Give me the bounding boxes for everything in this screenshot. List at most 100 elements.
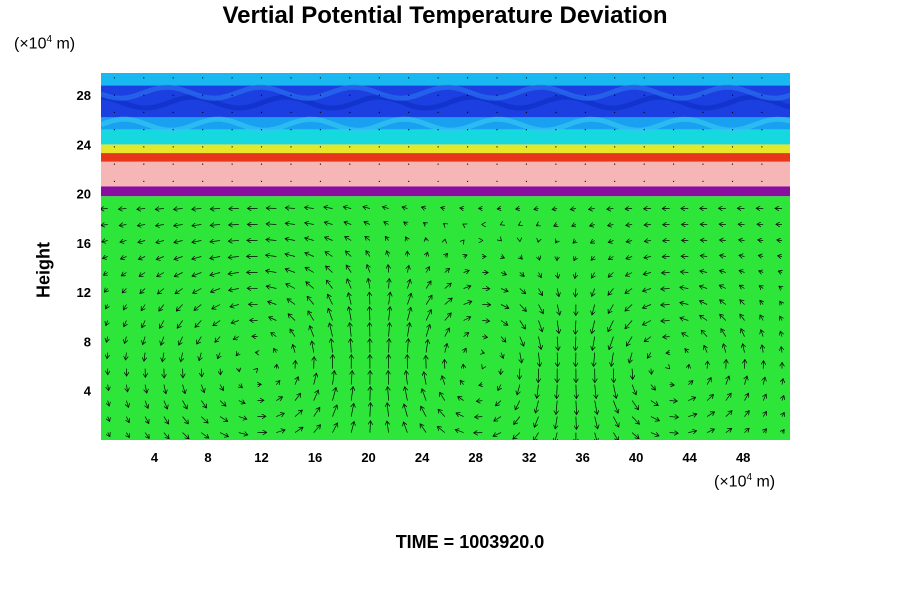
velocity-vector-503: [720, 300, 727, 305]
velocity-vector-447: [644, 241, 651, 242]
vector-dot-690: [673, 146, 675, 148]
velocity-vector-460: [662, 273, 670, 274]
velocity-vector-91: [219, 416, 228, 422]
velocity-vector-111: [233, 337, 239, 340]
velocity-vector-432: [626, 241, 633, 243]
x-tick-label: 36: [575, 450, 589, 465]
velocity-vector-398: [592, 304, 595, 316]
time-label: TIME = 1003920.0: [395, 532, 545, 552]
velocity-vector-59: [155, 209, 164, 210]
vector-dot-626: [408, 163, 410, 165]
velocity-vector-307: [482, 321, 489, 322]
heatmap-layer-0: [101, 196, 790, 440]
velocity-vector-501: [721, 329, 727, 337]
velocity-vector-118: [229, 225, 239, 226]
velocity-vector-400: [591, 272, 594, 279]
vector-dot-582: [202, 77, 204, 79]
vector-dot-596: [260, 77, 263, 79]
vector-dot-610: [319, 77, 321, 79]
velocity-vector-505: [719, 271, 726, 273]
velocity-vector-157: [288, 314, 296, 321]
wave-band-0: [101, 116, 790, 133]
velocity-vector-294: [463, 286, 471, 289]
vector-dot-597: [290, 180, 292, 182]
velocity-vector-415: [608, 272, 614, 278]
velocity-vector-253: [404, 222, 408, 225]
x-tick-label: 44: [682, 450, 697, 465]
velocity-vector-271: [438, 409, 446, 417]
vector-dot-566: [143, 111, 145, 113]
vector-dot-663: [555, 129, 557, 131]
vector-dot-695: [702, 180, 704, 182]
velocity-vector-101: [210, 257, 221, 259]
vector-dot-678: [614, 111, 616, 113]
velocity-vector-6: [106, 336, 107, 343]
velocity-vector-484: [707, 361, 708, 369]
velocity-vector-35: [144, 352, 145, 362]
velocity-vector-44: [137, 209, 146, 210]
vector-dot-682: [643, 163, 645, 165]
velocity-vector-73: [174, 225, 183, 226]
velocity-vector-46: [163, 416, 169, 424]
velocity-vector-404: [589, 209, 595, 210]
velocity-vector-517: [740, 314, 745, 321]
velocity-vector-459: [661, 289, 670, 290]
velocity-vector-248: [407, 293, 411, 305]
velocity-vector-237: [385, 236, 388, 240]
heatmap-layer-2: [101, 161, 790, 187]
vector-dot-667: [584, 180, 586, 182]
velocity-vector-195: [351, 422, 354, 433]
velocity-vector-366: [557, 336, 558, 351]
velocity-vector-205: [346, 265, 352, 273]
vector-dot-639: [467, 180, 469, 182]
velocity-vector-502: [720, 314, 727, 321]
velocity-vector-469: [688, 364, 689, 368]
velocity-vector-345: [534, 432, 539, 440]
velocity-vector-144: [266, 286, 277, 288]
velocity-vector-332: [515, 400, 521, 410]
vector-dot-668: [584, 163, 586, 165]
velocity-vector-16: [126, 416, 129, 423]
heatmap-layer-5: [101, 129, 790, 145]
velocity-vector-369: [557, 288, 559, 297]
velocity-vector-513: [745, 376, 748, 385]
velocity-vector-323: [500, 304, 509, 309]
velocity-vector-435: [650, 433, 659, 436]
velocity-vector-54: [158, 288, 165, 294]
vector-dot-577: [202, 163, 204, 165]
velocity-vector-548: [780, 301, 782, 304]
velocity-vector-414: [608, 288, 614, 296]
vector-dot-594: [260, 111, 263, 113]
vector-dot-616: [349, 94, 351, 96]
velocity-vector-58: [156, 225, 164, 226]
velocity-vector-100: [210, 273, 221, 276]
velocity-vector-473: [680, 303, 689, 305]
vector-dot-715: [761, 77, 763, 79]
velocity-vector-521: [739, 255, 745, 256]
velocity-vector-368: [557, 304, 560, 316]
velocity-vector-51: [161, 336, 164, 346]
vector-dot-603: [290, 77, 292, 79]
velocity-vector-45: [163, 432, 169, 439]
x-tick-label: 48: [736, 450, 750, 465]
vector-dot-593: [260, 129, 263, 131]
velocity-vector-489: [699, 286, 708, 289]
velocity-vector-98: [212, 304, 221, 309]
velocity-vector-468: [688, 381, 693, 385]
velocity-vector-316: [494, 416, 502, 421]
velocity-vector-451: [669, 417, 679, 418]
vector-dot-697: [702, 146, 704, 148]
velocity-vector-347: [535, 400, 539, 413]
velocity-vector-181: [332, 405, 338, 417]
x-tick-label: 28: [468, 450, 482, 465]
vector-dot-578: [202, 146, 204, 148]
velocity-vector-145: [266, 271, 277, 273]
vector-dot-624: [378, 77, 380, 79]
vector-dot-684: [643, 129, 645, 131]
y-tick-label: 20: [77, 187, 91, 202]
velocity-vector-452: [669, 401, 678, 402]
velocity-vector-273: [442, 376, 445, 385]
velocity-vector-242: [405, 387, 408, 401]
velocity-vector-541: [782, 413, 784, 417]
velocity-vector-14: [101, 209, 108, 210]
